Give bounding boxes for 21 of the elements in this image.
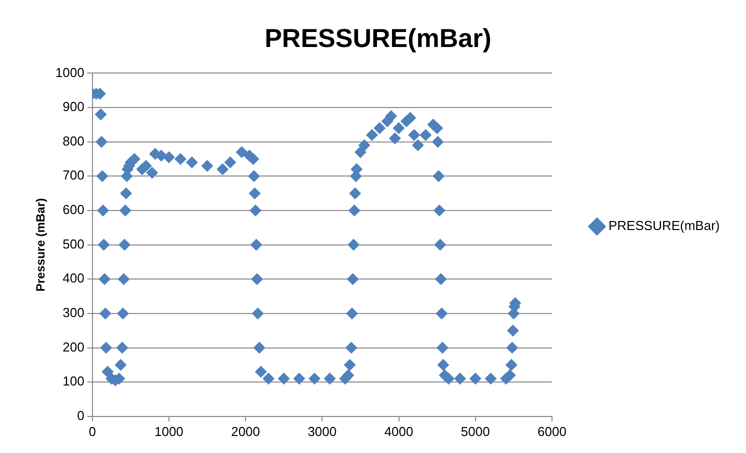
- y-axis-title: Pressure (mBar): [34, 198, 48, 292]
- y-tick-label: 500: [62, 236, 84, 252]
- y-tick-label: 300: [62, 305, 84, 320]
- x-tick-label: 1000: [154, 424, 184, 439]
- y-tick-label: 0: [77, 408, 84, 423]
- x-tick-label: 3000: [308, 424, 337, 439]
- x-tick-label: 6000: [538, 424, 566, 439]
- x-tick-label: 0: [88, 424, 96, 439]
- y-tick-label: 100: [62, 374, 84, 389]
- x-tick-label: 2000: [231, 424, 260, 439]
- y-tick-label: 1000: [55, 64, 84, 80]
- x-tick-label: 4000: [384, 424, 414, 439]
- y-tick-label: 800: [62, 133, 84, 148]
- legend-label: PRESSURE(mBar): [608, 218, 720, 234]
- y-tick-label: 900: [62, 99, 84, 114]
- y-tick-label: 600: [62, 202, 84, 218]
- y-tick-label: 700: [62, 168, 84, 183]
- y-tick-label: 200: [62, 339, 84, 354]
- x-tick-label: 5000: [460, 424, 490, 439]
- chart-title: PRESSURE(mBar): [264, 22, 492, 53]
- y-tick-label: 400: [62, 270, 84, 286]
